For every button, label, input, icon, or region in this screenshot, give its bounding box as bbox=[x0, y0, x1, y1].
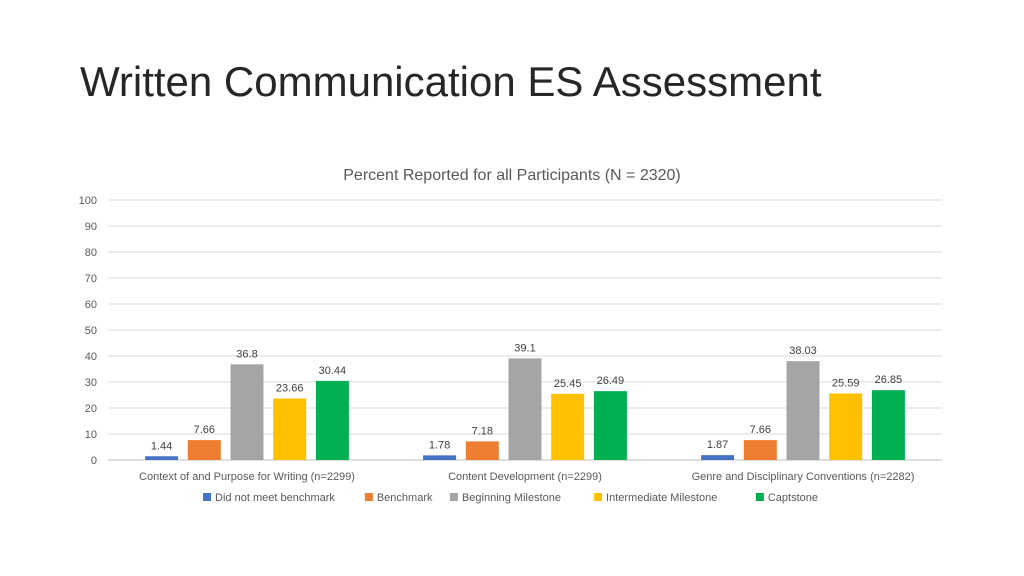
y-tick-label: 80 bbox=[85, 247, 97, 259]
data-label: 38.03 bbox=[789, 345, 817, 357]
bar bbox=[508, 358, 542, 460]
x-tick-label: Genre and Disciplinary Conventions (n=22… bbox=[692, 471, 915, 483]
bar bbox=[273, 398, 307, 460]
legend-swatch bbox=[203, 493, 212, 501]
bar bbox=[423, 455, 457, 460]
legend-label: Beginning Milestone bbox=[462, 492, 561, 504]
data-label: 25.45 bbox=[554, 378, 582, 390]
data-label: 36.8 bbox=[236, 348, 257, 360]
bar bbox=[829, 393, 863, 460]
chart-title: Percent Reported for all Participants (N… bbox=[343, 167, 681, 184]
data-label: 7.66 bbox=[194, 424, 215, 436]
x-tick-label: Content Development (n=2299) bbox=[448, 471, 602, 483]
data-label: 7.66 bbox=[750, 424, 771, 436]
bar bbox=[145, 456, 179, 460]
bar bbox=[701, 455, 735, 460]
y-tick-label: 30 bbox=[85, 377, 97, 389]
bar bbox=[551, 393, 585, 460]
bar bbox=[315, 380, 349, 460]
data-label: 26.49 bbox=[597, 375, 625, 387]
data-label: 25.59 bbox=[832, 377, 860, 389]
data-label: 7.18 bbox=[472, 425, 493, 437]
bar bbox=[871, 390, 905, 460]
legend-swatch bbox=[449, 493, 458, 501]
bar bbox=[593, 391, 627, 460]
legend-swatch bbox=[364, 493, 373, 501]
y-tick-label: 90 bbox=[85, 221, 97, 233]
bar bbox=[187, 440, 221, 460]
slide-title: Written Communication ES Assessment bbox=[80, 58, 822, 105]
legend-label: Captstone bbox=[768, 492, 818, 504]
legend-label: Did not meet benchmark bbox=[215, 492, 335, 504]
data-label: 23.66 bbox=[276, 382, 304, 394]
bar bbox=[743, 440, 777, 460]
y-tick-label: 0 bbox=[91, 455, 97, 467]
bar bbox=[786, 361, 820, 460]
y-tick-label: 20 bbox=[85, 403, 97, 415]
data-label: 1.44 bbox=[151, 440, 172, 452]
y-tick-label: 100 bbox=[79, 195, 97, 207]
data-label: 1.87 bbox=[707, 439, 728, 451]
data-label: 39.1 bbox=[514, 342, 535, 354]
y-tick-label: 40 bbox=[85, 351, 97, 363]
y-tick-label: 10 bbox=[85, 429, 97, 441]
bar bbox=[465, 441, 499, 460]
legend-label: Benchmark bbox=[377, 492, 433, 504]
bar bbox=[230, 364, 264, 460]
legend-swatch bbox=[755, 493, 764, 501]
data-label: 30.44 bbox=[319, 365, 347, 377]
data-label: 1.78 bbox=[429, 439, 450, 451]
y-tick-label: 70 bbox=[85, 273, 97, 285]
data-label: 26.85 bbox=[875, 374, 903, 386]
legend-label: Intermediate Milestone bbox=[606, 492, 717, 504]
y-tick-label: 60 bbox=[85, 299, 97, 311]
y-tick-label: 50 bbox=[85, 325, 97, 337]
legend-swatch bbox=[594, 493, 603, 501]
x-tick-label: Context of and Purpose for Writing (n=22… bbox=[139, 471, 355, 483]
